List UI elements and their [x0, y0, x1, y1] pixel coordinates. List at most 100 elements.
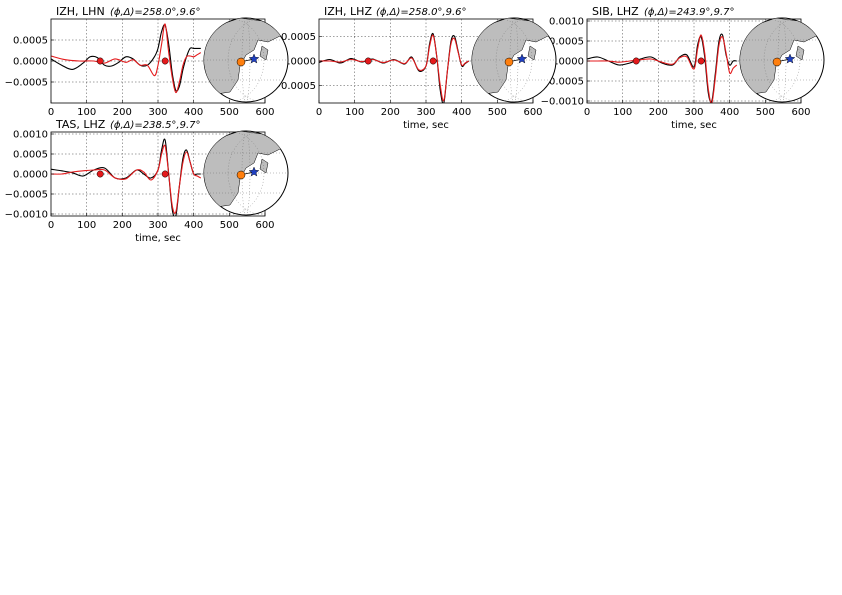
x-tick-label: 400 — [184, 107, 203, 118]
x-tick-label: 200 — [381, 107, 400, 118]
phase-marker — [632, 57, 640, 65]
y-tick-label: 0.0000 — [13, 170, 48, 181]
x-axis-label: time, sec — [403, 120, 449, 131]
x-tick-label: 600 — [523, 107, 542, 118]
station-marker — [236, 170, 246, 180]
x-tick-label: 100 — [77, 107, 96, 118]
event-star-marker — [516, 53, 528, 64]
marker-layer — [96, 57, 169, 65]
x-tick-label: 500 — [220, 107, 239, 118]
ytick-layer: 0.0005 0.0000 −0.0005 — [273, 32, 322, 92]
x-tick-label: 0 — [48, 220, 54, 231]
trace-layer — [51, 138, 202, 216]
panel-title-prefix: SIB, LHZ — [592, 5, 639, 18]
synthetic-trace — [319, 34, 470, 102]
event-star-marker — [248, 53, 260, 64]
marker-layer — [364, 57, 437, 65]
y-tick-label: −0.0005 — [5, 78, 48, 89]
y-tick-label: −0.0005 — [273, 81, 316, 92]
x-tick-label: 400 — [452, 107, 471, 118]
trace-layer — [587, 33, 738, 103]
x-tick-label: 400 — [720, 107, 739, 118]
ytick-layer: 0.0005 0.0000 −0.0005 — [5, 36, 54, 89]
y-tick-label: 0.0005 — [549, 37, 584, 48]
x-tick-label: 500 — [756, 107, 775, 118]
panel-title-params: (ϕ,Δ)=243.9°,9.7° — [644, 7, 735, 18]
x-tick-label: 600 — [255, 107, 274, 118]
phase-marker — [96, 57, 104, 65]
synthetic-trace — [587, 34, 738, 103]
panel-title-prefix: IZH, LHZ — [324, 5, 372, 18]
y-tick-label: 0.0005 — [281, 32, 316, 43]
ytick-layer: 0.0010 0.0005 0.0000 −0.0005 −0.0010 — [541, 17, 590, 108]
y-tick-label: −0.0010 — [541, 97, 584, 108]
event-star-marker — [784, 53, 796, 64]
station-marker — [236, 57, 246, 67]
y-tick-label: 0.0005 — [13, 36, 48, 47]
y-tick-label: 0.0010 — [549, 17, 584, 28]
x-tick-label: 200 — [113, 107, 132, 118]
station-marker — [772, 57, 782, 67]
globe-inset-izh-lhz — [471, 17, 557, 103]
island-shape — [259, 158, 269, 174]
x-tick-label: 500 — [220, 220, 239, 231]
station-marker — [504, 57, 514, 67]
y-tick-label: 0.0005 — [13, 150, 48, 161]
x-tick-label: 0 — [584, 107, 590, 118]
x-tick-label: 100 — [345, 107, 364, 118]
trace-layer — [51, 23, 202, 94]
y-tick-label: 0.0000 — [13, 57, 48, 68]
globe-inset-tas-lhz — [203, 130, 289, 216]
x-tick-label: 0 — [48, 107, 54, 118]
panel-izh-lhn: IZH, LHN (ϕ,Δ)=258.0°,9.6° 0.0005 0.0000 −… — [5, 5, 275, 118]
panel-title-params: (ϕ,Δ)=258.0°,9.6° — [110, 7, 201, 18]
marker-layer — [632, 57, 705, 65]
island-shape — [259, 45, 269, 61]
globe-inset-izh-lhn — [203, 17, 289, 103]
phase-marker — [161, 170, 169, 178]
synthetic-trace — [51, 144, 202, 214]
y-tick-label: −0.0005 — [541, 77, 584, 88]
island-shape — [795, 45, 805, 61]
x-tick-label: 300 — [684, 107, 703, 118]
phase-marker — [364, 57, 372, 65]
x-tick-label: 100 — [77, 220, 96, 231]
x-tick-label: 300 — [148, 107, 167, 118]
x-tick-label: 100 — [613, 107, 632, 118]
panel-title-params: (ϕ,Δ)=238.5°,9.7° — [110, 120, 201, 131]
observed-trace — [587, 33, 737, 103]
globe-inset-sib-lhz — [739, 17, 825, 103]
y-tick-label: −0.0010 — [5, 210, 48, 221]
x-tick-label: 0 — [316, 107, 322, 118]
x-tick-label: 200 — [113, 220, 132, 231]
phase-marker — [429, 57, 437, 65]
y-tick-label: 0.0000 — [281, 57, 316, 68]
phase-marker — [96, 170, 104, 178]
y-tick-label: −0.0005 — [5, 190, 48, 201]
island-shape — [527, 45, 537, 61]
observed-trace — [51, 24, 201, 92]
event-star-marker — [248, 166, 260, 177]
ytick-layer: 0.0010 0.0005 0.0000 −0.0005 −0.0010 — [5, 130, 54, 221]
x-axis-label: time, sec — [671, 120, 717, 131]
xtick-layer: 0 100 200 300 400 500 600 — [48, 100, 275, 118]
x-tick-label: 400 — [184, 220, 203, 231]
x-axis-label: time, sec — [135, 233, 181, 244]
panel-title-prefix: IZH, LHN — [56, 5, 105, 18]
x-tick-label: 200 — [649, 107, 668, 118]
observed-trace — [319, 32, 470, 103]
trace-layer — [319, 32, 470, 103]
y-tick-label: 0.0010 — [13, 130, 48, 141]
panel-title-prefix: TAS, LHZ — [55, 118, 106, 131]
x-tick-label: 600 — [791, 107, 810, 118]
x-tick-label: 300 — [416, 107, 435, 118]
x-tick-label: 600 — [255, 220, 274, 231]
phase-marker — [161, 57, 169, 65]
x-tick-label: 500 — [488, 107, 507, 118]
x-tick-label: 300 — [148, 220, 167, 231]
marker-layer — [96, 170, 169, 178]
synthetic-trace — [51, 23, 202, 94]
y-tick-label: 0.0000 — [549, 57, 584, 68]
panel-title-params: (ϕ,Δ)=258.0°,9.6° — [376, 7, 467, 18]
